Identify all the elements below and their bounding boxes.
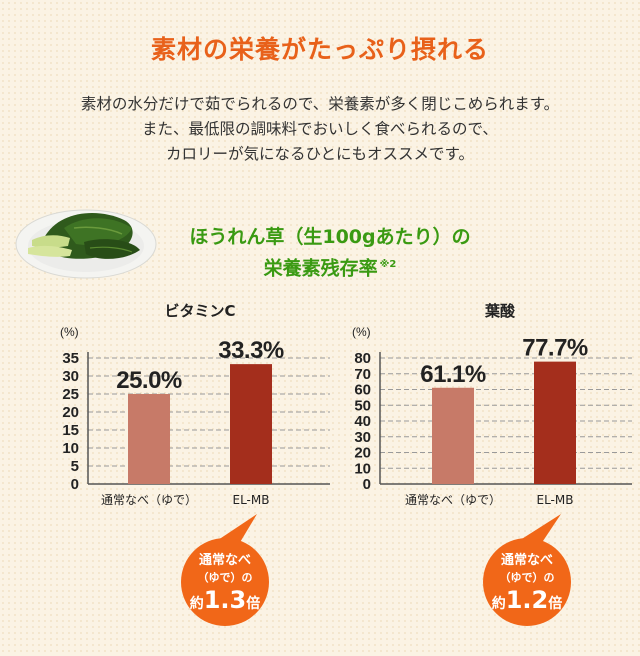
description-line: カロリーが気になるひとにもオススメです。 (166, 145, 474, 163)
y-tick-label: 0 (363, 476, 371, 493)
y-tick-label: 10 (354, 460, 371, 477)
bar-el-mb (534, 361, 576, 484)
callout-line2: （ゆで）の (500, 571, 555, 584)
y-tick-label: 70 (354, 366, 371, 383)
y-tick-label: 35 (62, 350, 79, 367)
y-tick-label: 80 (354, 350, 371, 367)
chart-title-folic-acid: 葉酸 (484, 302, 515, 320)
subtitle-text: 栄養素残存率 (263, 257, 378, 280)
description: 素材の水分だけで茹でられるので、栄養素が多く閉じこめられます。 また、最低限の調… (0, 92, 640, 167)
data-label: 25.0% (116, 367, 182, 394)
x-category-label: EL-MB (233, 493, 270, 507)
chart-title-vitamin-c: ビタミンC (164, 302, 236, 320)
bar-normal-pot (128, 394, 170, 484)
y-tick-label: 20 (354, 445, 371, 462)
y-axis-unit: (%) (60, 325, 79, 339)
y-tick-label: 25 (62, 386, 79, 403)
data-label: 77.7% (522, 335, 588, 362)
callout-ratio: 約1.2倍 (492, 586, 563, 614)
y-tick-label: 5 (71, 458, 79, 475)
description-line: 素材の水分だけで茹でられるので、栄養素が多く閉じこめられます。 (80, 95, 560, 113)
callout-ratio: 約1.3倍 (190, 586, 261, 614)
y-tick-label: 60 (354, 382, 371, 399)
callout-pointer (215, 514, 257, 544)
y-tick-label: 30 (354, 429, 371, 446)
y-tick-label: 50 (354, 397, 371, 414)
callout-prefix: 約 (492, 595, 506, 612)
subtitle-line1: ほうれん草（生100gあたり）の (189, 226, 471, 248)
callout-value: 1.2 (506, 586, 549, 614)
callout-line1: 通常なべ (199, 552, 251, 568)
x-category-label: EL-MB (537, 493, 574, 507)
y-tick-label: 40 (354, 413, 371, 430)
footnote-mark: ※2 (379, 259, 397, 270)
bar-el-mb (230, 364, 272, 484)
y-tick-label: 20 (62, 404, 79, 421)
y-axis-unit: (%) (352, 325, 371, 339)
y-tick-label: 30 (62, 368, 79, 385)
spinach-plate-image (15, 209, 157, 279)
chart-subtitle: ほうれん草（生100gあたり）の 栄養素残存率 ※2 (165, 224, 495, 282)
x-category-label: 通常なべ（ゆで） (405, 493, 501, 507)
callout-suffix: 倍 (246, 595, 260, 612)
y-tick-label: 15 (62, 422, 79, 439)
data-label: 61.1% (420, 361, 486, 388)
callout-line1: 通常なべ (501, 552, 553, 568)
x-category-label: 通常なべ（ゆで） (101, 493, 197, 507)
callout-bubble (181, 538, 269, 626)
subtitle-line2: 栄養素残存率 ※2 (165, 251, 495, 282)
callout-value: 1.3 (204, 586, 247, 614)
callout-pointer (517, 514, 561, 544)
page-title: 素材の栄養がたっぷり摂れる (150, 35, 489, 64)
callout-prefix: 約 (190, 595, 204, 612)
data-label: 33.3% (218, 337, 284, 364)
description-line: また、最低限の調味料でおいしく食べられるので、 (142, 120, 498, 138)
y-tick-label: 0 (71, 476, 79, 493)
callout-bubble (483, 538, 571, 626)
callout-line2: （ゆで）の (198, 571, 253, 584)
y-tick-label: 10 (62, 440, 79, 457)
callout-suffix: 倍 (548, 595, 562, 612)
bar-normal-pot (432, 387, 474, 484)
